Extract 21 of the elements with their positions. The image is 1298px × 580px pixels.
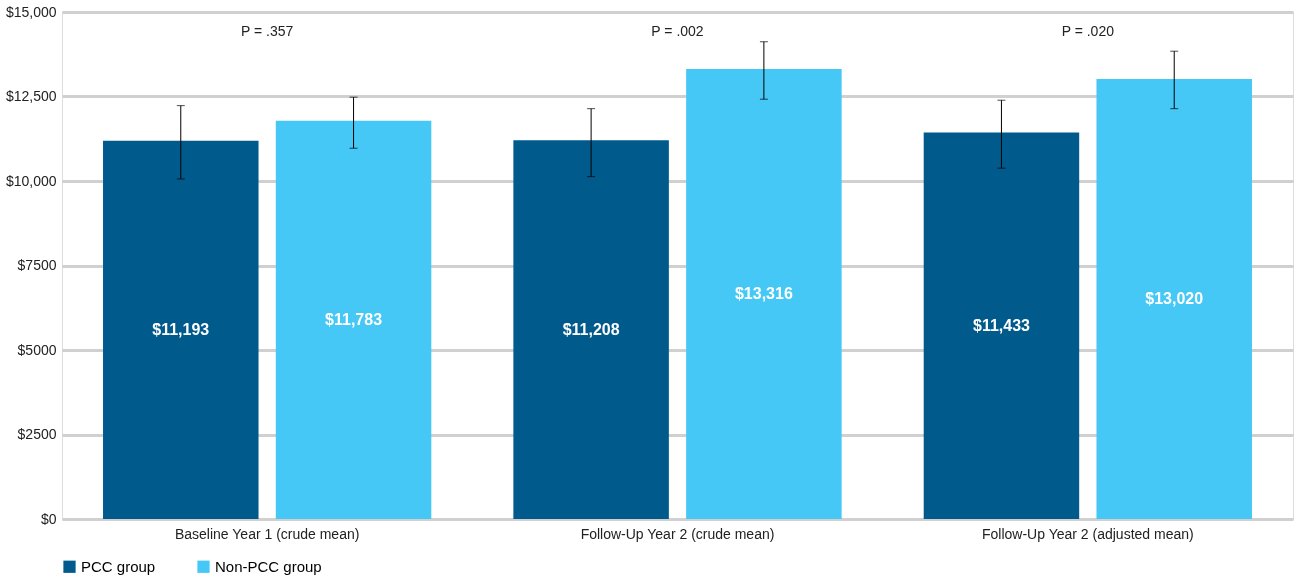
data-label: $11,783 xyxy=(325,310,383,328)
data-label: $11,208 xyxy=(562,320,620,338)
y-tick-label: $2500 xyxy=(17,426,57,442)
legend-label: PCC group xyxy=(81,557,156,575)
y-tick-label: $15,000 xyxy=(5,3,57,20)
data-label: $11,433 xyxy=(972,316,1031,334)
annotation: P = .357 xyxy=(241,23,294,40)
annotation: P = .020 xyxy=(1061,23,1115,40)
y-tick-label: $12,500 xyxy=(5,88,57,104)
x-tick-label: Baseline Year 1 (crude mean) xyxy=(174,525,360,542)
x-tick-label: Follow-Up Year 2 (crude mean) xyxy=(580,525,775,542)
data-label: $13,020 xyxy=(1145,289,1204,307)
data-label: $11,193 xyxy=(152,320,210,338)
y-tick-label: $10,000 xyxy=(5,172,57,189)
y-tick-label: $7500 xyxy=(17,257,57,273)
annotation: P = .002 xyxy=(651,23,704,40)
x-tick-label: Follow-Up Year 2 (adjusted mean) xyxy=(982,525,1194,542)
legend-label: Non-PCC group xyxy=(215,557,322,575)
y-tick-label: $0 xyxy=(40,510,57,527)
y-tick-label: $5000 xyxy=(17,341,57,358)
data-label: $13,316 xyxy=(734,284,793,302)
